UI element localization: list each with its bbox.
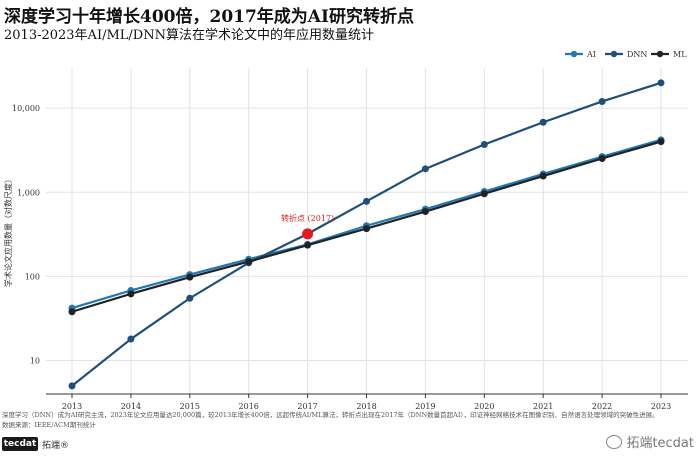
data-point-dnn — [186, 294, 194, 302]
legend-label-ml: ML — [673, 50, 687, 59]
legend-dot-dnn — [610, 50, 618, 58]
x-tick-label: 2014 — [121, 402, 141, 411]
logo-text: 拓端® — [42, 440, 70, 451]
x-tick-label: 2018 — [356, 402, 376, 411]
chart-subtitle: 2013-2023年AI/ML/DNN算法在学术论文中的年应用数量统计 — [4, 28, 374, 43]
data-point-dnn — [480, 140, 488, 148]
data-point-ml — [68, 308, 76, 316]
caption-line-1: 深度学习（DNN）成为AI研究主流，2023年论文应用量达20,000篇，较20… — [2, 411, 659, 419]
data-point-dnn — [657, 79, 665, 87]
brand-logo: tecdat 拓端® — [2, 437, 69, 451]
weibo-icon — [606, 434, 623, 449]
x-tick-label: 2016 — [239, 402, 259, 411]
y-axis-label: 学术论文应用数量（对数尺度） — [3, 175, 13, 287]
logo-badge: tecdat — [2, 437, 38, 451]
data-point-dnn — [598, 97, 606, 105]
x-tick-label: 2019 — [415, 402, 435, 411]
turning-point-label: 转折点 (2017) — [281, 213, 334, 223]
watermark: 拓端tecdat — [606, 432, 694, 451]
data-point-dnn — [68, 382, 76, 390]
data-point-dnn — [421, 165, 429, 173]
data-point-ml — [539, 172, 547, 180]
y-tick-label: 10,000 — [12, 104, 40, 113]
y-tick-label: 1,000 — [17, 188, 40, 197]
turning-point-marker — [302, 228, 314, 240]
chart-title: 深度学习十年增长400倍，2017年成为AI研究转折点 — [4, 7, 414, 27]
chart-caption: 深度学习（DNN）成为AI研究主流，2023年论文应用量达20,000篇，较20… — [2, 410, 692, 430]
y-tick-label: 10 — [30, 357, 40, 366]
caption-line-2: 数据来源：IEEE/ACM期刊统计 — [2, 421, 96, 429]
data-point-ml — [480, 190, 488, 198]
data-point-dnn — [539, 118, 547, 126]
x-tick-label: 2020 — [474, 402, 494, 411]
data-point-ml — [421, 208, 429, 216]
data-point-ml — [186, 273, 194, 281]
x-tick-label: 2021 — [533, 402, 553, 411]
x-tick-label: 2022 — [592, 402, 612, 411]
legend-dot-ai — [570, 50, 578, 58]
x-tick-label: 2017 — [297, 402, 317, 411]
data-point-ml — [657, 138, 665, 146]
x-tick-label: 2015 — [180, 402, 200, 411]
data-point-dnn — [127, 335, 135, 343]
data-point-ml — [127, 290, 135, 298]
x-tick-label: 2013 — [62, 402, 82, 411]
data-point-ml — [598, 154, 606, 162]
data-point-ml — [245, 258, 253, 266]
legend-label-ai: AI — [586, 50, 596, 59]
watermark-text: 拓端tecdat — [626, 436, 694, 451]
legend-dot-ml — [656, 50, 664, 58]
x-tick-label: 2023 — [651, 402, 671, 411]
legend-label-dnn: DNN — [627, 50, 647, 59]
data-point-dnn — [363, 197, 370, 205]
y-tick-label: 100 — [25, 272, 40, 281]
data-point-ml — [304, 241, 312, 249]
data-point-ml — [363, 225, 370, 233]
